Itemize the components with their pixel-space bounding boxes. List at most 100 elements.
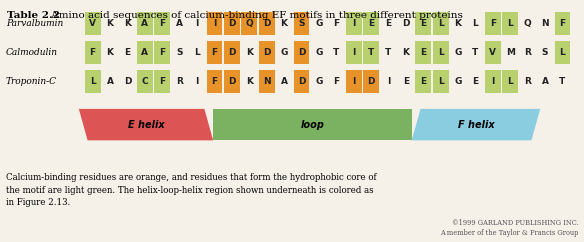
Text: S: S <box>298 19 305 28</box>
Text: E: E <box>420 77 426 86</box>
Text: R: R <box>524 77 531 86</box>
Text: E: E <box>420 48 426 57</box>
FancyBboxPatch shape <box>213 109 412 140</box>
Text: A: A <box>541 77 548 86</box>
Text: I: I <box>387 77 390 86</box>
Text: I: I <box>352 48 355 57</box>
FancyBboxPatch shape <box>502 12 518 35</box>
FancyBboxPatch shape <box>433 12 449 35</box>
FancyBboxPatch shape <box>137 70 153 93</box>
Text: L: L <box>559 48 565 57</box>
FancyBboxPatch shape <box>294 70 310 93</box>
Text: K: K <box>454 19 461 28</box>
FancyBboxPatch shape <box>259 41 274 64</box>
Text: C: C <box>141 77 148 86</box>
FancyBboxPatch shape <box>433 70 449 93</box>
Text: F: F <box>559 19 565 28</box>
Text: E: E <box>368 19 374 28</box>
Text: F: F <box>159 19 165 28</box>
Text: L: L <box>507 19 513 28</box>
Text: Calcium-binding residues are orange, and residues that form the hydrophobic core: Calcium-binding residues are orange, and… <box>6 173 377 207</box>
Text: I: I <box>491 77 495 86</box>
Text: G: G <box>315 77 322 86</box>
Text: F: F <box>211 48 217 57</box>
Text: Calmodulin: Calmodulin <box>6 48 58 57</box>
FancyBboxPatch shape <box>259 12 274 35</box>
FancyBboxPatch shape <box>85 70 100 93</box>
FancyBboxPatch shape <box>137 12 153 35</box>
FancyBboxPatch shape <box>294 41 310 64</box>
Text: V: V <box>489 48 496 57</box>
FancyBboxPatch shape <box>485 41 501 64</box>
Text: E: E <box>385 19 391 28</box>
Text: T: T <box>333 48 339 57</box>
Text: E: E <box>403 77 409 86</box>
Text: I: I <box>195 77 199 86</box>
Text: F: F <box>159 77 165 86</box>
Text: N: N <box>263 77 270 86</box>
FancyBboxPatch shape <box>154 12 170 35</box>
Text: L: L <box>438 77 443 86</box>
Text: F: F <box>333 77 339 86</box>
Text: A: A <box>176 19 183 28</box>
Text: Q: Q <box>524 19 531 28</box>
Polygon shape <box>79 109 213 140</box>
Text: K: K <box>106 19 113 28</box>
FancyBboxPatch shape <box>502 70 518 93</box>
Text: T: T <box>385 48 392 57</box>
Text: Troponin-C: Troponin-C <box>6 77 57 86</box>
Text: T: T <box>559 77 566 86</box>
FancyBboxPatch shape <box>154 41 170 64</box>
FancyBboxPatch shape <box>346 12 361 35</box>
Text: E helix: E helix <box>128 120 164 130</box>
Text: G: G <box>280 48 288 57</box>
Text: N: N <box>541 19 549 28</box>
FancyBboxPatch shape <box>294 12 310 35</box>
Text: V: V <box>89 19 96 28</box>
Polygon shape <box>412 109 540 140</box>
FancyBboxPatch shape <box>363 70 379 93</box>
Text: S: S <box>542 48 548 57</box>
Text: A: A <box>141 19 148 28</box>
Text: F helix: F helix <box>458 120 494 130</box>
FancyBboxPatch shape <box>224 70 240 93</box>
FancyBboxPatch shape <box>85 41 100 64</box>
Text: K: K <box>124 19 131 28</box>
FancyBboxPatch shape <box>555 41 571 64</box>
Text: F: F <box>333 19 339 28</box>
FancyBboxPatch shape <box>485 70 501 93</box>
Text: loop: loop <box>301 120 324 130</box>
Text: R: R <box>176 77 183 86</box>
FancyBboxPatch shape <box>346 70 361 93</box>
Text: D: D <box>298 48 305 57</box>
Text: D: D <box>298 77 305 86</box>
Text: D: D <box>124 77 131 86</box>
Text: D: D <box>402 19 409 28</box>
Text: K: K <box>246 77 253 86</box>
Text: F: F <box>490 19 496 28</box>
FancyBboxPatch shape <box>85 12 100 35</box>
Text: ©1999 GARLAND PUBLISHING INC.
A member of the Taylor & Francis Group: ©1999 GARLAND PUBLISHING INC. A member o… <box>440 219 578 237</box>
Text: Table 2.2: Table 2.2 <box>7 11 60 20</box>
Text: D: D <box>228 48 235 57</box>
Text: T: T <box>368 48 374 57</box>
Text: K: K <box>280 19 287 28</box>
FancyBboxPatch shape <box>224 41 240 64</box>
Text: I: I <box>213 19 216 28</box>
Text: L: L <box>194 48 200 57</box>
Text: T: T <box>472 48 479 57</box>
Text: F: F <box>89 48 96 57</box>
Text: E: E <box>124 48 130 57</box>
Text: I: I <box>352 19 355 28</box>
Text: D: D <box>263 48 270 57</box>
FancyBboxPatch shape <box>363 41 379 64</box>
Text: I: I <box>352 77 355 86</box>
FancyBboxPatch shape <box>137 41 153 64</box>
Text: G: G <box>454 48 462 57</box>
Text: G: G <box>315 19 322 28</box>
Text: A: A <box>280 77 287 86</box>
Text: I: I <box>195 19 199 28</box>
Text: G: G <box>454 77 462 86</box>
Text: K: K <box>246 48 253 57</box>
Text: E: E <box>420 19 426 28</box>
